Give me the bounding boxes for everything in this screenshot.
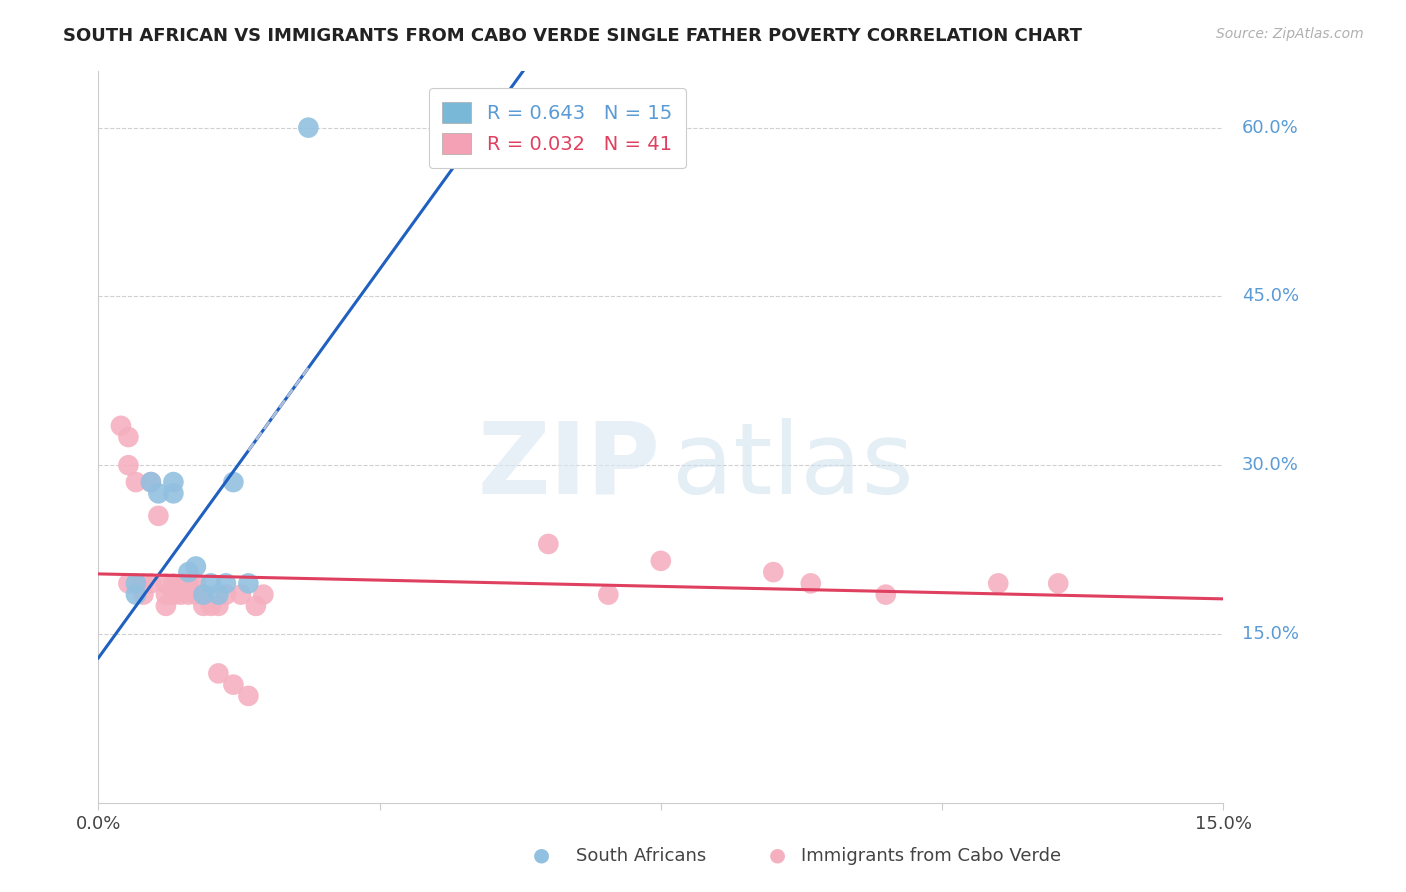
Point	[184, 588, 207, 602]
Point	[162, 475, 184, 489]
Point	[222, 475, 245, 489]
Point	[162, 588, 184, 602]
Point	[207, 666, 229, 681]
Text: SOUTH AFRICAN VS IMMIGRANTS FROM CABO VERDE SINGLE FATHER POVERTY CORRELATION CH: SOUTH AFRICAN VS IMMIGRANTS FROM CABO VE…	[63, 27, 1083, 45]
Point	[537, 537, 560, 551]
Text: 30.0%: 30.0%	[1241, 456, 1299, 475]
Point	[297, 120, 319, 135]
Point	[207, 599, 229, 613]
Point	[125, 576, 148, 591]
Point	[132, 576, 155, 591]
Point	[177, 588, 200, 602]
Text: ZIP: ZIP	[478, 417, 661, 515]
Point	[117, 576, 139, 591]
Point	[215, 576, 238, 591]
Point	[987, 576, 1010, 591]
Text: ●: ●	[769, 846, 786, 865]
Point	[193, 588, 215, 602]
Text: atlas: atlas	[672, 417, 914, 515]
Point	[155, 588, 177, 602]
Text: 45.0%: 45.0%	[1241, 287, 1299, 305]
Point	[139, 576, 162, 591]
Point	[170, 576, 193, 591]
Point	[162, 486, 184, 500]
Point	[200, 599, 222, 613]
Point	[139, 475, 162, 489]
Point	[148, 508, 170, 523]
Point	[155, 576, 177, 591]
Point	[170, 588, 193, 602]
Point	[207, 588, 229, 602]
Point	[125, 588, 148, 602]
Text: 60.0%: 60.0%	[1241, 119, 1299, 136]
Point	[110, 418, 132, 433]
Legend: R = 0.643   N = 15, R = 0.032   N = 41: R = 0.643 N = 15, R = 0.032 N = 41	[429, 88, 686, 168]
Point	[162, 588, 184, 602]
Point	[132, 588, 155, 602]
Point	[177, 565, 200, 579]
Point	[139, 475, 162, 489]
Point	[117, 458, 139, 473]
Point	[875, 588, 897, 602]
Text: 15.0%: 15.0%	[1241, 625, 1299, 643]
Point	[155, 599, 177, 613]
Point	[238, 576, 260, 591]
Point	[245, 599, 267, 613]
Point	[125, 475, 148, 489]
Point	[229, 588, 252, 602]
Point	[1047, 576, 1070, 591]
Text: Immigrants from Cabo Verde: Immigrants from Cabo Verde	[801, 847, 1062, 865]
Point	[238, 689, 260, 703]
Point	[177, 576, 200, 591]
Point	[193, 599, 215, 613]
Point	[252, 588, 274, 602]
Point	[184, 559, 207, 574]
Text: Source: ZipAtlas.com: Source: ZipAtlas.com	[1216, 27, 1364, 41]
Text: South Africans: South Africans	[576, 847, 707, 865]
Point	[117, 430, 139, 444]
Point	[800, 576, 823, 591]
Point	[184, 576, 207, 591]
Point	[148, 486, 170, 500]
Point	[200, 576, 222, 591]
Point	[598, 588, 620, 602]
Point	[193, 588, 215, 602]
Text: ●: ●	[533, 846, 550, 865]
Point	[222, 678, 245, 692]
Point	[762, 565, 785, 579]
Point	[650, 554, 672, 568]
Point	[162, 576, 184, 591]
Point	[215, 588, 238, 602]
